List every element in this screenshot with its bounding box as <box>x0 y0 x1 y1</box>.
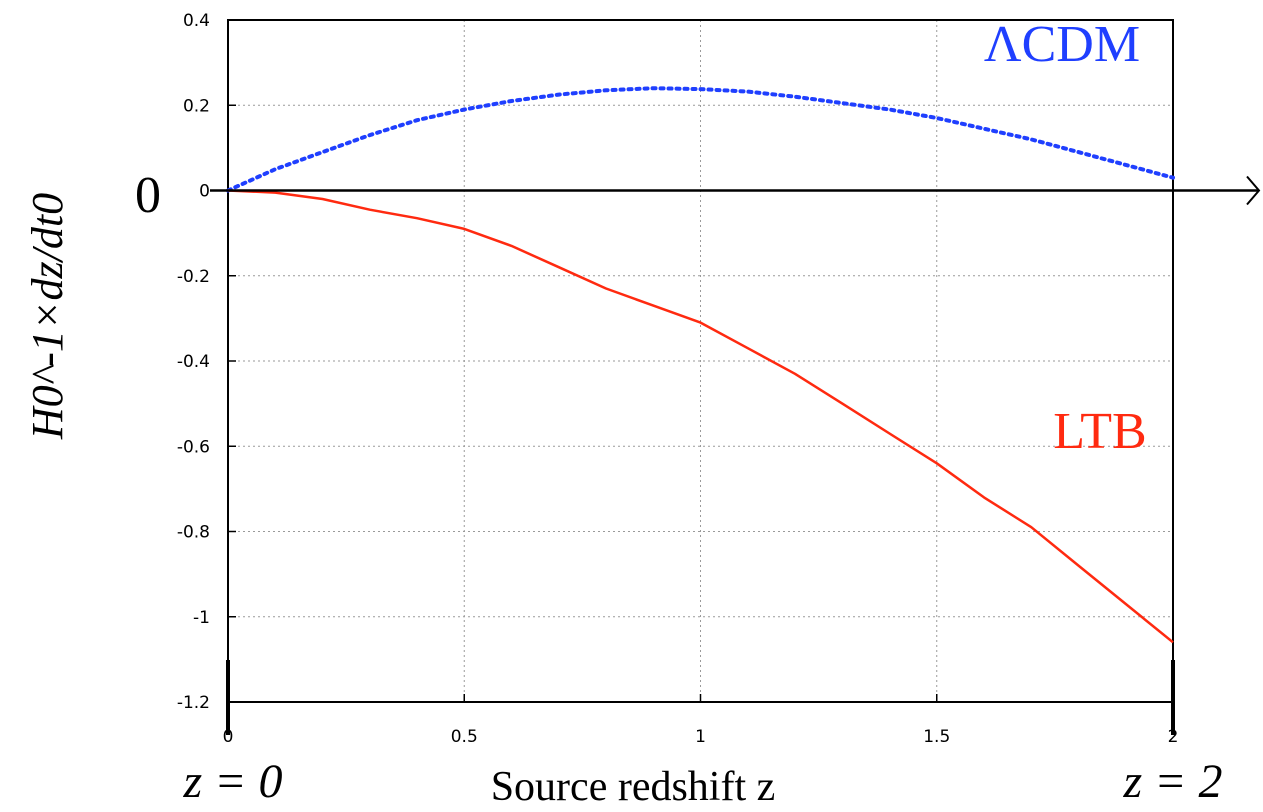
y-tick-label: -1.2 <box>177 693 210 713</box>
y-axis-label: H0^-1×dz/dt0 <box>23 193 72 440</box>
annotation-layer <box>210 175 1261 735</box>
y-tick-label: 0 <box>199 182 210 202</box>
x-axis-ticks: 0 0.5 1 1.5 2 <box>223 694 1179 747</box>
ltb-label: LTB <box>1053 403 1146 460</box>
x-tick-label: 0 <box>223 727 234 747</box>
x-tick-label: 1 <box>695 727 706 747</box>
y-tick-label: 0.4 <box>183 11 210 31</box>
series-line--cdm <box>226 86 1175 193</box>
z0-label: z = 0 <box>182 755 282 808</box>
y-axis-ticks: 0.4 0.2 0 -0.2 -0.4 -0.6 -0.8 -1 -1.2 <box>177 11 236 713</box>
x-tick-label: 0.5 <box>451 727 478 747</box>
x-tick-label: 2 <box>1168 727 1179 747</box>
z2-label: z = 2 <box>1122 755 1222 808</box>
series-layer <box>226 86 1175 644</box>
lcdm-label: ΛCDM <box>984 16 1140 73</box>
x-axis-label: Source redshift z <box>491 764 776 810</box>
y-tick-label: -0.8 <box>177 523 210 543</box>
y-tick-label: -0.2 <box>177 267 210 287</box>
x-tick-label: 1.5 <box>923 727 950 747</box>
y-tick-label: 0.2 <box>183 96 210 116</box>
grid-lines <box>227 19 1174 703</box>
y-tick-label: -0.4 <box>177 352 210 372</box>
zero-axis-arrowhead <box>1246 175 1261 206</box>
y-tick-label: -1 <box>193 608 210 628</box>
zero-label: 0 <box>135 167 161 224</box>
y-tick-label: -0.6 <box>177 437 210 457</box>
series-line-ltb <box>227 189 1174 644</box>
